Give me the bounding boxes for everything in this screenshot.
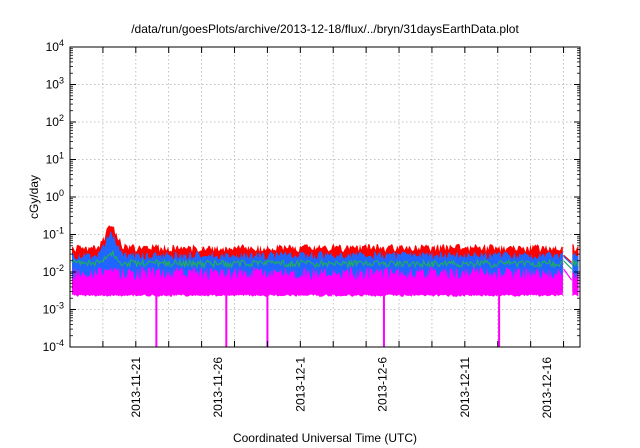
y-tick-label: 103 [46,76,64,92]
y-axis-label: cGy/day [27,175,41,219]
y-tick-label: 102 [46,113,64,129]
x-tick-label: 2013-12-6 [376,357,390,412]
gap-connector-line [563,268,573,281]
axes: 10-4 10-3 10-2 10-1 100 101 102 103 104 2013-11-2… [43,38,580,418]
x-tick-label: 2013-12-11 [458,357,472,418]
data-area [71,225,579,347]
y-tick-label: 104 [46,38,64,54]
y-tick-label: 10-3 [43,301,64,317]
gap-connector-line [563,260,573,270]
x-tick-label: 2013-11-21 [129,357,143,418]
y-tick-label: 10-2 [43,263,64,279]
y-tick-label: 10-4 [43,338,64,354]
x-tick-label: 2013-12-16 [540,357,554,419]
y-tick-label: 100 [46,188,64,204]
series-green-line [71,250,579,270]
gap-connector-line [563,256,573,265]
chart-title: /data/run/goesPlots/archive/2013-12-18/f… [131,22,519,36]
gap-connector-line [563,254,573,263]
y-tick-label: 10-1 [43,226,64,242]
x-axis-label: Coordinated Universal Time (UTC) [233,431,417,445]
series-magenta-area [72,266,579,297]
y-tick-label: 101 [46,151,64,167]
x-tick-label: 2013-12-1 [293,357,307,412]
x-tick-label: 2013-11-26 [211,357,225,418]
